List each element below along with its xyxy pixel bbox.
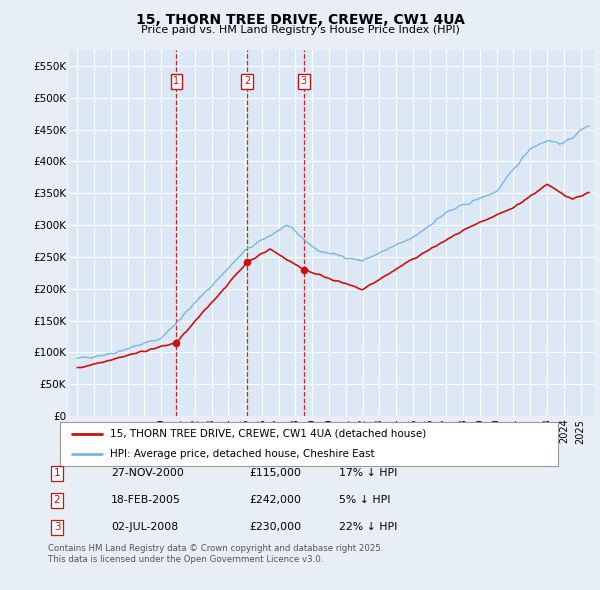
Text: 2: 2 xyxy=(244,76,250,86)
Text: This data is licensed under the Open Government Licence v3.0.: This data is licensed under the Open Gov… xyxy=(48,555,323,564)
Text: HPI: Average price, detached house, Cheshire East: HPI: Average price, detached house, Ches… xyxy=(110,449,374,459)
Text: 15, THORN TREE DRIVE, CREWE, CW1 4UA (detached house): 15, THORN TREE DRIVE, CREWE, CW1 4UA (de… xyxy=(110,429,426,439)
Text: 5% ↓ HPI: 5% ↓ HPI xyxy=(339,496,391,505)
Text: 02-JUL-2008: 02-JUL-2008 xyxy=(111,523,178,532)
Text: 18-FEB-2005: 18-FEB-2005 xyxy=(111,496,181,505)
Text: 15, THORN TREE DRIVE, CREWE, CW1 4UA: 15, THORN TREE DRIVE, CREWE, CW1 4UA xyxy=(136,13,464,27)
Text: 22% ↓ HPI: 22% ↓ HPI xyxy=(339,523,397,532)
Text: £242,000: £242,000 xyxy=(249,496,301,505)
Text: Price paid vs. HM Land Registry's House Price Index (HPI): Price paid vs. HM Land Registry's House … xyxy=(140,25,460,35)
Text: 2: 2 xyxy=(53,496,61,505)
Text: 1: 1 xyxy=(53,468,61,478)
Text: 27-NOV-2000: 27-NOV-2000 xyxy=(111,468,184,478)
Text: 17% ↓ HPI: 17% ↓ HPI xyxy=(339,468,397,478)
Text: £230,000: £230,000 xyxy=(249,523,301,532)
Text: Contains HM Land Registry data © Crown copyright and database right 2025.: Contains HM Land Registry data © Crown c… xyxy=(48,545,383,553)
Text: £115,000: £115,000 xyxy=(249,468,301,478)
Text: 3: 3 xyxy=(301,76,307,86)
Text: 1: 1 xyxy=(173,76,179,86)
Text: 3: 3 xyxy=(53,523,61,532)
